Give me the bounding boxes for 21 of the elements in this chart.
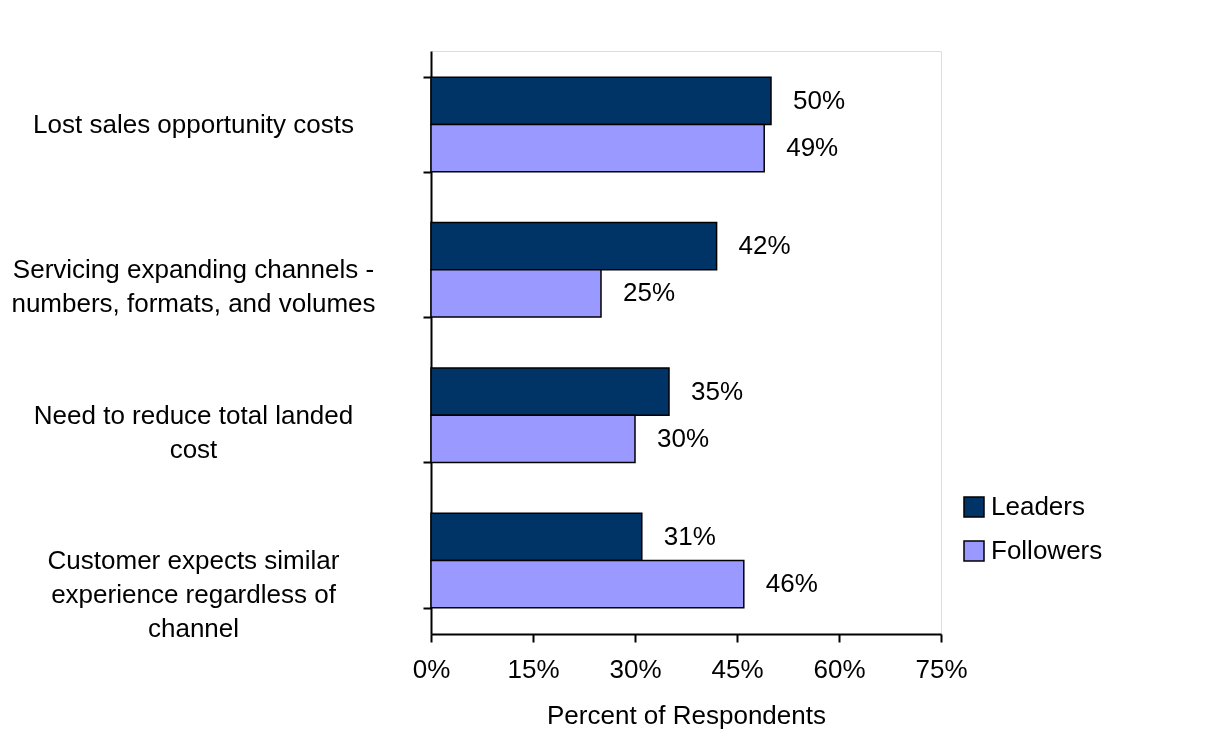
- x-tick-label: 60%: [813, 653, 866, 684]
- x-tick-label: 15%: [507, 653, 560, 684]
- x-tick-label: 0%: [412, 653, 451, 684]
- x-tick-label: 30%: [609, 653, 662, 684]
- data-label: 35%: [691, 375, 744, 406]
- legend-label: Followers: [991, 535, 1103, 565]
- x-axis-title: Percent of Respondents: [547, 699, 826, 730]
- data-label: 49%: [786, 132, 839, 163]
- x-tick-label: 75%: [915, 653, 968, 684]
- data-label: 46%: [765, 568, 818, 599]
- legend-label: Leaders: [991, 491, 1085, 521]
- data-label: 31%: [663, 520, 716, 551]
- x-tick-label: 45%: [711, 653, 764, 684]
- data-label: 30%: [657, 422, 710, 453]
- data-label: 50%: [793, 84, 846, 115]
- y-tick-label: Lost sales opportunity costs: [33, 108, 354, 139]
- y-tick-label: Servicing expanding channels - numbers, formats, and volumes: [11, 254, 376, 319]
- y-tick-label: Need to reduce total landed cost: [33, 399, 354, 464]
- y-tick-label: Customer expects similar experience regardless of channel: [47, 545, 340, 644]
- data-label: 25%: [623, 277, 676, 308]
- data-label: 42%: [738, 230, 791, 261]
